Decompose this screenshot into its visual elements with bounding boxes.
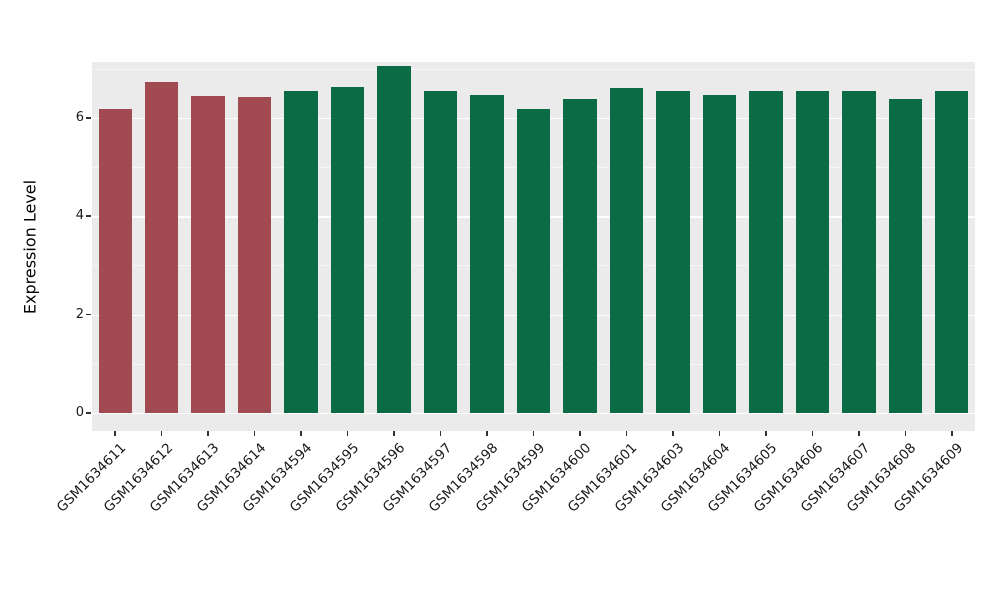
y-tick-mark	[86, 412, 91, 414]
x-tick-mark	[160, 431, 163, 436]
bar-GSM1634606	[795, 91, 830, 413]
bar-GSM1634614	[237, 97, 272, 413]
y-tick-label: 6	[75, 109, 84, 125]
bar-GSM1634599	[516, 109, 551, 413]
y-tick-mark	[86, 313, 91, 316]
bar-GSM1634612	[144, 81, 179, 413]
bar-GSM1634608	[888, 99, 922, 413]
bar-GSM1634609	[935, 91, 969, 413]
bar-GSM1634600	[563, 99, 597, 413]
bar-GSM1634605	[749, 91, 783, 413]
bar-GSM1634604	[702, 95, 737, 413]
x-tick-mark	[300, 431, 302, 436]
bar-GSM1634611	[98, 109, 132, 413]
y-axis-title: Expression Level	[20, 179, 40, 314]
x-tick-mark	[532, 431, 535, 436]
major-gridline	[92, 413, 975, 415]
bar-GSM1634603	[656, 91, 690, 413]
bar-GSM1634607	[842, 91, 876, 413]
bar-GSM1634595	[330, 87, 365, 413]
x-tick-mark	[951, 431, 953, 436]
minor-gridline	[92, 68, 975, 70]
y-tick-mark	[86, 215, 91, 217]
x-tick-mark	[486, 431, 488, 436]
bar-GSM1634613	[191, 96, 225, 413]
expression-bar-chart: Expression Level 0 2 4 6 GSM1634611 GSM163461…	[20, 62, 975, 516]
y-tick-label: 2	[75, 306, 84, 322]
x-tick-mark	[253, 431, 256, 436]
y-tick-mark	[86, 117, 91, 119]
x-tick-mark	[811, 431, 814, 436]
y-tick-label: 4	[75, 208, 84, 224]
x-tick-mark	[346, 431, 349, 436]
x-tick-mark	[393, 431, 395, 436]
bar-GSM1634598	[470, 95, 504, 413]
y-tick-label: 0	[75, 405, 84, 420]
x-tick-mark	[207, 431, 209, 436]
x-tick-mark	[579, 431, 581, 436]
bar-GSM1634597	[423, 91, 458, 413]
x-tick-label-GSM1634611: GSM1634611	[54, 440, 130, 516]
x-tick-mark	[625, 431, 628, 436]
bar-GSM1634596	[377, 65, 411, 413]
x-tick-mark	[672, 431, 674, 436]
x-tick-mark	[114, 431, 116, 436]
x-tick-mark	[858, 431, 860, 436]
x-tick-mark	[765, 431, 767, 436]
x-tick-mark	[718, 431, 721, 436]
bar-GSM1634601	[609, 87, 644, 413]
x-tick-mark	[904, 431, 907, 436]
plot-panel	[92, 62, 975, 431]
bar-GSM1634594	[284, 91, 318, 413]
x-tick-mark	[439, 431, 442, 436]
